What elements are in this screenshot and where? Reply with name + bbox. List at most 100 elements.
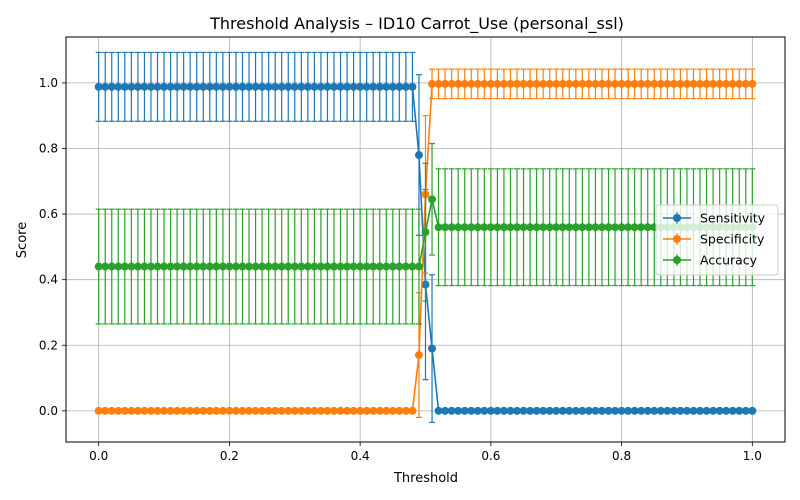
accuracy-point (493, 223, 502, 232)
specificity-point (696, 79, 705, 88)
accuracy-point (192, 262, 201, 271)
accuracy-point (624, 223, 633, 232)
accuracy-point (408, 262, 417, 271)
accuracy-point (264, 262, 273, 271)
chart-title: Threshold Analysis – ID10 Carrot_Use (pe… (209, 14, 624, 34)
sensitivity-point (519, 406, 528, 415)
specificity-point (578, 79, 587, 88)
accuracy-point (284, 262, 293, 271)
accuracy-point (454, 223, 463, 232)
accuracy-point (323, 262, 332, 271)
sensitivity-point (127, 82, 136, 91)
y-axis-label: Score (15, 222, 30, 258)
sensitivity-point (428, 344, 437, 353)
sensitivity-point (460, 406, 469, 415)
accuracy-point (297, 262, 306, 271)
specificity-point (212, 406, 221, 415)
specificity-point (513, 79, 522, 88)
accuracy-point (343, 262, 352, 271)
specificity-point (630, 79, 639, 88)
specificity-point (323, 406, 332, 415)
accuracy-point (140, 262, 149, 271)
sensitivity-point (101, 82, 110, 91)
sensitivity-point (513, 406, 522, 415)
legend-sensitivity-marker (673, 214, 681, 222)
accuracy-point (199, 262, 208, 271)
sensitivity-point (650, 406, 659, 415)
sensitivity-point (454, 406, 463, 415)
specificity-point (388, 406, 397, 415)
sensitivity-point (356, 82, 365, 91)
specificity-point (225, 406, 234, 415)
x-tick-label: 0.0 (89, 449, 108, 463)
sensitivity-point (728, 406, 737, 415)
specificity-point (382, 406, 391, 415)
specificity-point (565, 79, 574, 88)
specificity-point (434, 79, 443, 88)
specificity-point (284, 406, 293, 415)
specificity-point (173, 406, 182, 415)
plot-frame (65, 36, 786, 443)
sensitivity-point (94, 82, 103, 91)
sensitivity-point (663, 406, 672, 415)
legend-box (655, 204, 779, 276)
specificity-point (166, 406, 175, 415)
sensitivity-point (578, 406, 587, 415)
specificity-point (506, 79, 515, 88)
accuracy-point (643, 223, 652, 232)
accuracy-point (578, 223, 587, 232)
sensitivity-series (94, 51, 757, 423)
specificity-point (401, 406, 410, 415)
specificity-point (199, 406, 208, 415)
specificity-point (290, 406, 299, 415)
sensitivity-point (160, 82, 169, 91)
specificity-point (650, 79, 659, 88)
sensitivity-point (480, 406, 489, 415)
accuracy-point (434, 223, 443, 232)
sensitivity-point (624, 406, 633, 415)
specificity-point (467, 79, 476, 88)
sensitivity-point (571, 406, 580, 415)
specificity-point (94, 406, 103, 415)
sensitivity-point (205, 82, 214, 91)
sensitivity-point (643, 406, 652, 415)
x-tick-label: 0.6 (481, 449, 500, 463)
y-tick-label: 1.0 (39, 76, 58, 90)
sensitivity-point (382, 82, 391, 91)
sensitivity-point (715, 406, 724, 415)
specificity-point (441, 79, 450, 88)
specificity-point (493, 79, 502, 88)
specificity-series (94, 68, 757, 419)
sensitivity-point (297, 82, 306, 91)
legend-accuracy-marker (673, 256, 681, 264)
sensitivity-point (441, 406, 450, 415)
legend-specificity-marker (673, 235, 681, 243)
specificity-point (120, 406, 129, 415)
sensitivity-point (552, 406, 561, 415)
specificity-point (146, 406, 155, 415)
specificity-point (539, 79, 548, 88)
sensitivity-point (284, 82, 293, 91)
accuracy-point (277, 262, 286, 271)
accuracy-point (186, 262, 195, 271)
specificity-point (604, 79, 613, 88)
specificity-point (447, 79, 456, 88)
sensitivity-point (251, 82, 260, 91)
accuracy-point (565, 223, 574, 232)
sensitivity-point (597, 406, 606, 415)
sensitivity-point (565, 406, 574, 415)
sensitivity-point (218, 82, 227, 91)
sensitivity-point (696, 406, 705, 415)
accuracy-point (630, 223, 639, 232)
sensitivity-point (735, 406, 744, 415)
specificity-point (258, 406, 267, 415)
legend-sensitivity-label: Sensitivity (700, 211, 766, 226)
specificity-point (748, 79, 757, 88)
x-tick-label: 0.2 (220, 449, 239, 463)
sensitivity-point (166, 82, 175, 91)
specificity-point (160, 406, 169, 415)
specificity-point (473, 79, 482, 88)
specificity-point (343, 406, 352, 415)
sensitivity-point (310, 82, 319, 91)
specificity-point (329, 406, 338, 415)
